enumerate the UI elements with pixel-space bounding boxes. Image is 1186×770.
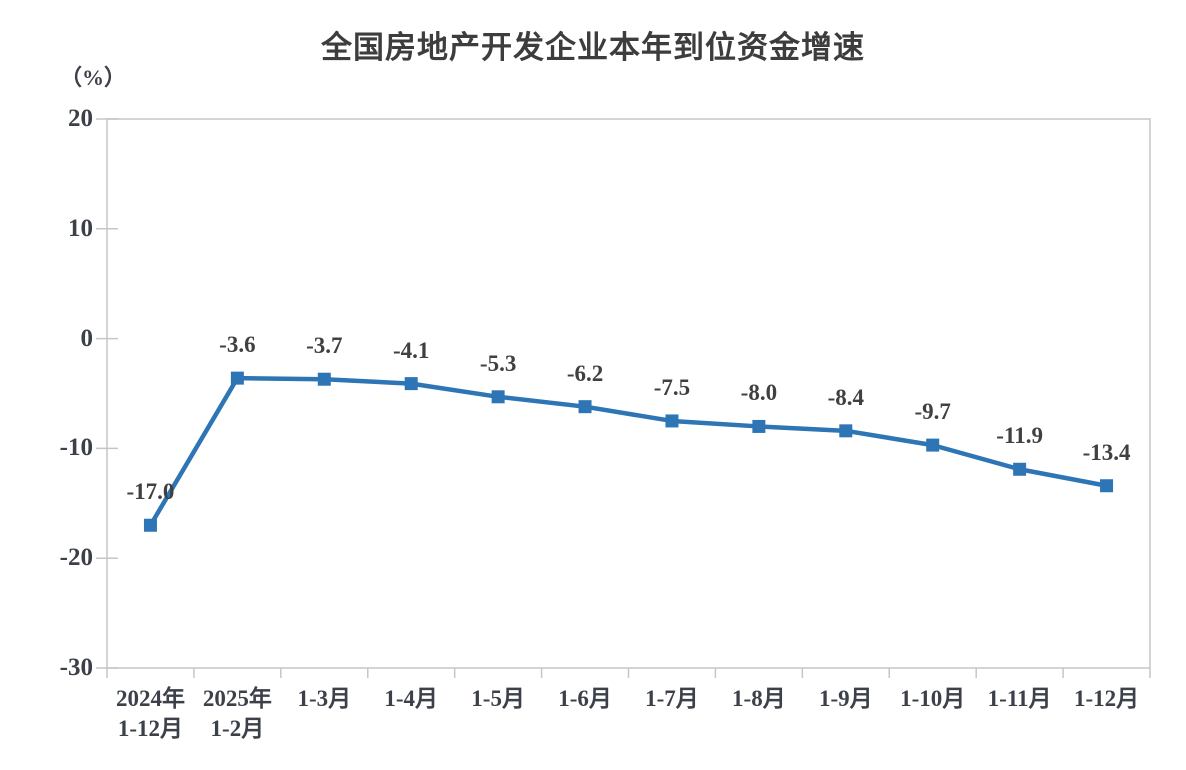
data-point-marker [491, 390, 505, 404]
data-point-marker [839, 424, 853, 438]
data-point-marker [752, 419, 766, 433]
data-point-marker [404, 377, 418, 391]
x-axis-label: 1-11月 [987, 686, 1052, 711]
data-value-label: -11.9 [996, 423, 1043, 449]
data-value-label: -6.2 [566, 360, 604, 386]
data-value-label: -3.6 [219, 332, 256, 358]
x-axis-label: 1-4月 [384, 686, 439, 711]
data-point-marker [1100, 479, 1114, 493]
data-value-label: -3.7 [306, 333, 343, 359]
data-value-label: -17.0 [126, 479, 175, 505]
y-axis-label: -30 [59, 654, 93, 681]
data-value-label: -8.4 [827, 384, 864, 410]
y-axis-label: -10 [59, 434, 93, 462]
x-axis-label: 1-3月 [297, 686, 352, 711]
data-value-label: -4.1 [392, 337, 430, 363]
x-axis-label: 1-9月 [818, 686, 873, 711]
x-axis-label: 2024年 1-12月 [115, 686, 185, 741]
y-axis-label: 0 [80, 324, 94, 352]
y-axis-unit-label: （%） [60, 65, 127, 90]
data-point-marker [1013, 462, 1027, 476]
chart-title: 全国房地产开发企业本年到位资金增速 [321, 30, 865, 65]
x-axis-label: 1-6月 [558, 686, 612, 711]
data-value-label: -8.0 [740, 380, 778, 406]
x-axis-label: 1-8月 [732, 686, 786, 711]
y-axis-label: 10 [68, 214, 93, 242]
data-point-marker [230, 371, 244, 385]
data-value-label: -13.4 [1082, 439, 1131, 465]
data-line [148, 375, 1109, 528]
y-axis-label: -20 [59, 544, 93, 572]
x-axis-label: 1-7月 [645, 686, 699, 711]
data-point-marker [578, 400, 592, 414]
x-axis-label: 1-10月 [900, 686, 966, 711]
y-axis-label: 20 [68, 105, 93, 132]
data-point-marker [317, 372, 331, 386]
data-value-label: -7.5 [653, 374, 691, 400]
data-point-marker [143, 518, 157, 532]
x-axis-label: 1-12月 [1073, 686, 1140, 711]
data-point-marker [665, 414, 679, 428]
data-value-label: -5.3 [479, 350, 517, 376]
data-point-marker [926, 438, 940, 452]
data-value-label: -9.7 [914, 399, 951, 425]
x-axis-label: 2025年 1-2月 [202, 686, 272, 741]
x-axis-label: 1-5月 [471, 686, 525, 711]
plot-border [106, 118, 1151, 669]
